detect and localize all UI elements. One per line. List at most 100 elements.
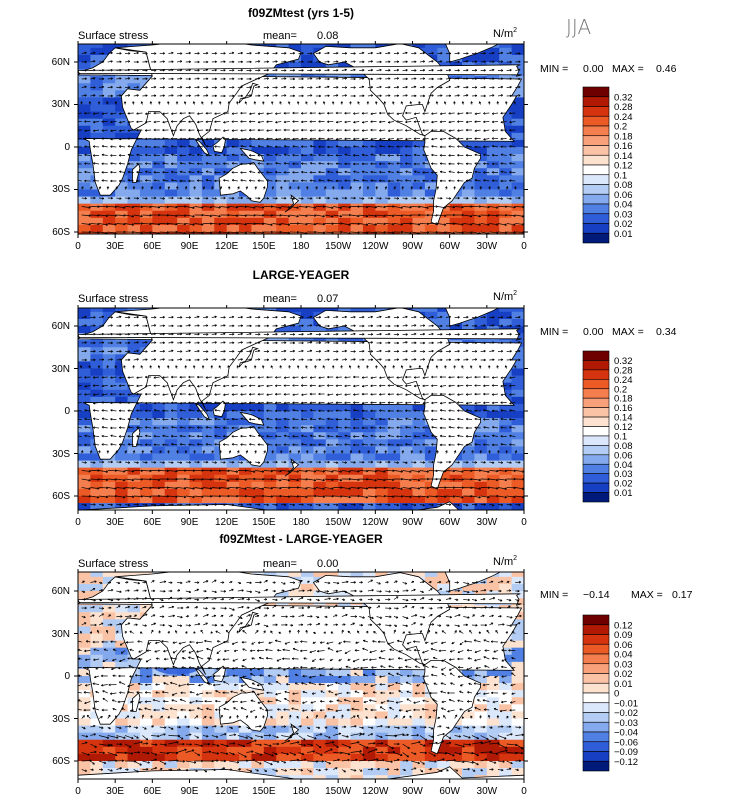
colorbar-label: 0.04 — [614, 460, 633, 471]
lon-tick-label: 30W — [477, 241, 498, 252]
panel-1-mean-label: mean= — [263, 30, 297, 42]
colorbar-label: −0.06 — [614, 737, 638, 748]
panel-3-lon-ticks: 0 30E 60E 90E 120E 150E 180 150W 120W 90W 60W 30W 0 — [74, 569, 528, 797]
colorbar-swatch — [582, 624, 610, 635]
colorbar-swatch — [582, 435, 610, 446]
colorbar-swatch — [582, 426, 610, 437]
colorbar-swatch — [582, 712, 610, 723]
colorbar-swatch — [582, 164, 610, 176]
colorbar-swatch — [582, 145, 610, 156]
panel-3-mean-label: mean= — [263, 558, 297, 570]
lon-tick-label: 0 — [75, 517, 81, 528]
colorbar-label: 0.01 — [614, 679, 633, 690]
lat-tick-30n: 30N — [52, 629, 70, 640]
colorbar-swatch — [582, 388, 610, 399]
colorbar-swatch — [582, 692, 610, 704]
lon-tick-label: 60E — [143, 517, 161, 528]
colorbar-label: 0.04 — [614, 650, 633, 661]
lon-tick-label: 60W — [439, 517, 460, 528]
panel-2-map — [78, 308, 524, 510]
colorbar-swatch — [582, 86, 610, 98]
colorbar-swatch — [582, 115, 610, 127]
colorbar-label: 0.28 — [614, 102, 633, 113]
lat-tick-60n: 60N — [52, 321, 70, 332]
panel-1: f09ZMtest (yrs 1-5) Surface stress mean=… — [52, 6, 677, 252]
colorbar-label: 0.32 — [614, 356, 633, 367]
lon-tick-label: 120W — [362, 517, 389, 528]
colorbar-label: 0.09 — [614, 630, 633, 641]
colorbar-swatch — [582, 379, 610, 390]
panel-2-title: LARGE-YEAGER — [253, 268, 350, 282]
colorbar-label: 0.24 — [614, 375, 633, 386]
colorbar-label: 0.01 — [614, 229, 633, 240]
lon-tick-label: 150E — [252, 241, 276, 252]
lon-tick-label: 0 — [521, 786, 527, 797]
colorbar-swatch — [582, 232, 610, 244]
colorbar-label: −0.02 — [614, 708, 638, 719]
colorbar-label: −0.04 — [614, 728, 638, 739]
lon-tick-label: 30W — [477, 517, 498, 528]
lon-tick-label: 90W — [402, 517, 423, 528]
colorbar-swatch — [582, 445, 610, 456]
colorbar-label: 0.16 — [614, 403, 633, 414]
lon-tick-label: 90E — [181, 786, 199, 797]
lat-tick-30s: 30S — [52, 184, 70, 195]
panel-1-title: f09ZMtest (yrs 1-5) — [248, 6, 354, 20]
colorbar-label: 0.02 — [614, 669, 633, 680]
colorbar-swatch — [582, 397, 610, 408]
panel-2-lon-ticks: 0 30E 60E 90E 120E 150E 180 150W 120W 90W 60W 30W 0 — [74, 305, 528, 528]
lon-tick-label: 150W — [325, 517, 352, 528]
colorbar-swatch — [582, 184, 610, 195]
colorbar-label: 0.12 — [614, 620, 633, 631]
panel-2-max-value: 0.34 — [656, 326, 677, 338]
colorbar-label: 0.06 — [614, 450, 633, 461]
colorbar-label: 0.24 — [614, 112, 633, 123]
panel-1-max-value: 0.46 — [656, 63, 677, 75]
colorbar-label: 0.08 — [614, 441, 633, 452]
lon-tick-label: 60E — [143, 241, 161, 252]
lon-tick-label: 90W — [402, 241, 423, 252]
panel-1-units: N/m2 — [493, 27, 517, 40]
lon-tick-label: 120W — [362, 786, 389, 797]
colorbar-swatch — [582, 482, 610, 493]
colorbar-swatch — [582, 96, 610, 107]
colorbar-label: 0.1 — [614, 431, 627, 442]
lon-tick-label: 30W — [477, 786, 498, 797]
lon-tick-label: 90E — [181, 241, 199, 252]
colorbar-swatch — [582, 369, 610, 380]
colorbar-swatch — [582, 751, 610, 762]
colorbar-swatch — [582, 154, 610, 166]
lon-tick-label: 180 — [293, 786, 310, 797]
panel-3-mean-value: 0.00 — [317, 558, 338, 570]
panel-1-colorbar: 0.320.280.240.20.180.160.140.120.10.080.… — [582, 86, 633, 244]
lon-tick-label: 120E — [215, 241, 239, 252]
colorbar-label: 0.01 — [614, 488, 633, 499]
panel-3-variable: Surface stress — [78, 558, 149, 570]
colorbar-swatch — [582, 106, 610, 117]
colorbar-swatch — [582, 463, 610, 474]
colorbar-label: 0.06 — [614, 640, 633, 651]
colorbar-swatch — [582, 473, 610, 484]
colorbar-label: 0 — [614, 689, 619, 700]
colorbar-swatch — [582, 643, 610, 655]
lon-tick-label: 120E — [215, 517, 239, 528]
colorbar-label: 0.06 — [614, 190, 633, 201]
colorbar-swatch — [582, 731, 610, 743]
lat-tick-60n: 60N — [52, 57, 70, 68]
lat-tick-30s: 30S — [52, 449, 70, 460]
panel-1-max-label: MAX = — [612, 63, 644, 75]
panel-2-mean-label: mean= — [263, 293, 297, 305]
lat-tick-60s: 60S — [52, 491, 70, 502]
panel-3: f09ZMtest - LARGE-YEAGER Surface stress … — [52, 532, 693, 797]
panel-1-map — [78, 44, 524, 234]
panel-2-lat-ticks: 60N 30N 0 30S 60S — [52, 321, 71, 502]
lat-tick-0: 0 — [64, 671, 70, 682]
lon-tick-label: 120W — [362, 241, 389, 252]
colorbar-label: 0.04 — [614, 200, 633, 211]
lon-tick-label: 60W — [439, 786, 460, 797]
panel-1-lon-ticks: 0 30E 60E 90E 120E 150E 180 150W 120W 90W 60W 30W 0 — [74, 41, 528, 252]
colorbar-label: 0.32 — [614, 92, 633, 103]
colorbar-label: −0.03 — [614, 718, 638, 729]
panel-2-min-value: 0.00 — [583, 326, 604, 338]
lon-tick-label: 30E — [106, 786, 124, 797]
